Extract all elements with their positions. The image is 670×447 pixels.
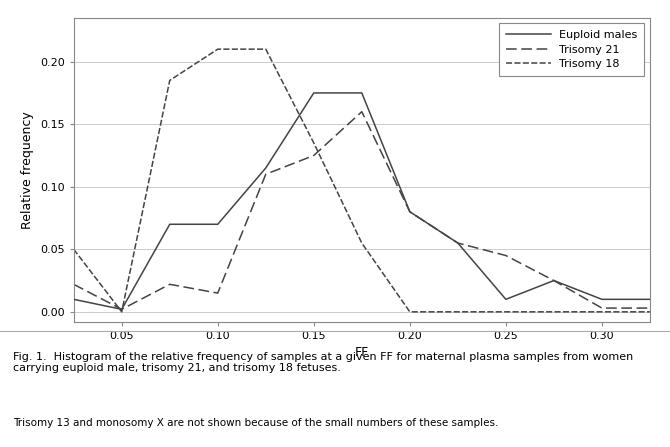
Trisomy 21 [310,153,318,158]
Euploid males [310,90,318,96]
Trisomy 21 [358,109,366,114]
Euploid males [406,209,414,215]
Trisomy 21 [70,282,78,287]
Trisomy 18 [214,46,222,52]
Trisomy 21 [598,305,606,311]
Trisomy 21 [262,172,270,177]
Euploid males [550,278,558,283]
Line: Trisomy 21: Trisomy 21 [74,112,650,309]
Trisomy 18 [406,309,414,315]
Trisomy 18 [358,240,366,246]
Euploid males [502,297,510,302]
Euploid males [70,297,78,302]
Trisomy 21 [214,291,222,296]
Trisomy 21 [406,209,414,215]
Euploid males [262,165,270,171]
Text: Trisomy 13 and monosomy X are not shown because of the small numbers of these sa: Trisomy 13 and monosomy X are not shown … [13,418,498,428]
Euploid males [598,297,606,302]
Trisomy 18 [165,78,174,83]
Trisomy 18 [310,140,318,146]
Euploid males [646,297,654,302]
Trisomy 18 [454,309,462,315]
Trisomy 21 [502,253,510,258]
Legend: Euploid males, Trisomy 21, Trisomy 18: Euploid males, Trisomy 21, Trisomy 18 [499,23,645,76]
Euploid males [214,222,222,227]
Trisomy 21 [550,278,558,283]
Text: Fig. 1.  Histogram of the relative frequency of samples at a given FF for matern: Fig. 1. Histogram of the relative freque… [13,352,634,373]
X-axis label: FF: FF [354,346,369,359]
Euploid males [118,307,126,312]
Trisomy 21 [454,240,462,246]
Trisomy 18 [70,247,78,252]
Trisomy 21 [118,307,126,312]
Euploid males [165,222,174,227]
Trisomy 18 [118,309,126,315]
Trisomy 18 [646,309,654,315]
Line: Euploid males: Euploid males [74,93,650,309]
Trisomy 21 [165,282,174,287]
Line: Trisomy 18: Trisomy 18 [74,49,650,312]
Trisomy 18 [262,46,270,52]
Trisomy 18 [598,309,606,315]
Euploid males [454,240,462,246]
Trisomy 18 [550,309,558,315]
Trisomy 18 [502,309,510,315]
Euploid males [358,90,366,96]
Y-axis label: Relative frequency: Relative frequency [21,111,34,229]
Trisomy 21 [646,305,654,311]
